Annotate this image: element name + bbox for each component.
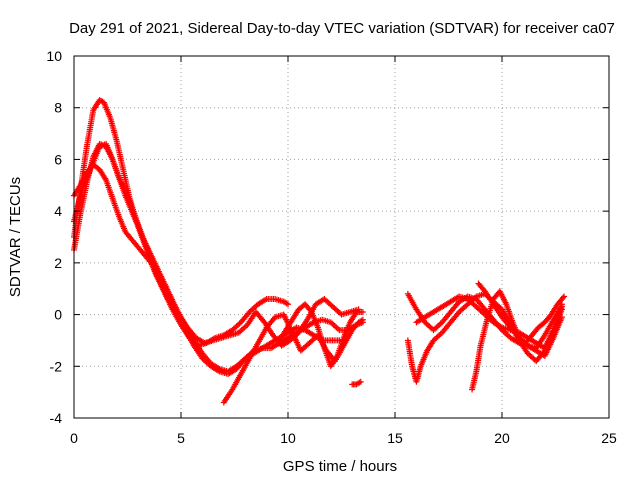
series-track-12 [475,280,565,352]
data-point [285,301,291,308]
y-axis-label: SDTVAR / TECUs [7,177,24,297]
data-point [307,307,314,314]
y-tick-label: -2 [50,358,63,374]
data-point [359,316,366,323]
y-tick-label: 6 [54,151,62,167]
series-track-7 [349,378,364,388]
y-tick-label: 0 [54,307,62,323]
series-track-6 [276,301,366,370]
data-point [559,294,566,301]
y-tick-label: 4 [54,203,62,219]
x-axis-label: GPS time / hours [283,458,397,475]
data-point [558,303,565,310]
axis-ticks: 0 5 10 15 20 25 -4 -2 0 2 4 6 8 10 [46,48,617,446]
chart-title: Day 291 of 2021, Sidereal Day-to-day VTE… [69,20,615,37]
x-tick-label: 0 [70,430,78,446]
x-tick-label: 5 [177,430,185,446]
y-tick-label: 8 [54,100,62,116]
plot-frame [73,55,610,419]
series-track-1 [71,96,291,349]
data-point [359,308,366,315]
series-track-2 [71,140,343,375]
data-series [71,96,568,406]
x-tick-label: 10 [280,430,296,446]
series-track-5 [220,311,366,406]
y-tick-label: -4 [50,410,63,426]
data-point [357,378,364,385]
grid [74,56,609,418]
x-tick-label: 25 [601,430,617,446]
x-tick-label: 15 [387,430,403,446]
y-tick-label: 10 [46,48,62,64]
x-tick-label: 20 [494,430,510,446]
data-point [561,293,568,300]
y-tick-label: 2 [54,255,62,271]
series-track-4 [71,140,362,349]
